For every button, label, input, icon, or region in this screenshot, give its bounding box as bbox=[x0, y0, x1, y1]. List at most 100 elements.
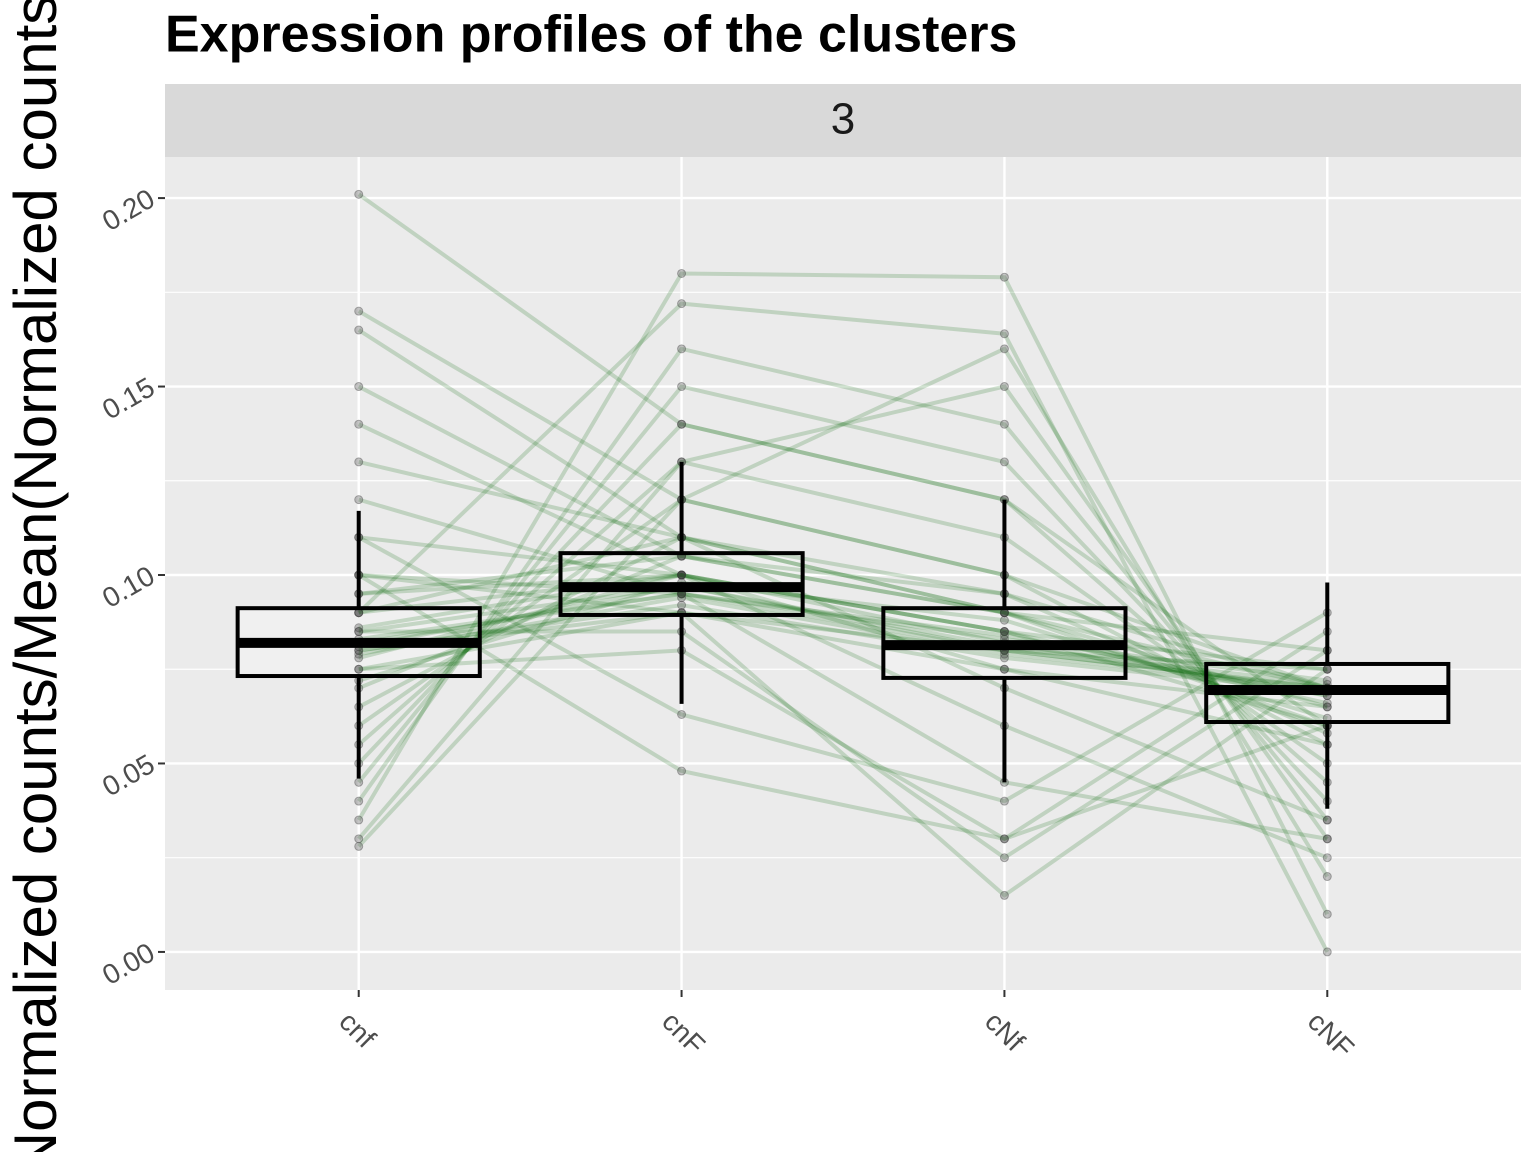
profile-point bbox=[354, 815, 364, 825]
x-tick-label: cnf bbox=[333, 1006, 381, 1054]
profile-point bbox=[999, 653, 1009, 663]
profile-line bbox=[358, 497, 1328, 691]
profile-point bbox=[999, 457, 1009, 467]
profile-line bbox=[358, 629, 1329, 861]
profile-point bbox=[677, 299, 687, 309]
profile-line bbox=[358, 459, 1328, 709]
profile-point bbox=[354, 627, 364, 637]
plot-panel bbox=[165, 157, 1521, 990]
profile-point bbox=[354, 664, 364, 674]
profile-point bbox=[354, 653, 364, 663]
profile-point bbox=[677, 766, 687, 776]
profiles bbox=[354, 189, 1332, 957]
profile-point bbox=[354, 457, 364, 467]
profile-point bbox=[999, 853, 1009, 863]
profile-point bbox=[999, 834, 1009, 844]
profile-point bbox=[999, 344, 1009, 354]
y-tick-label: 0.05 bbox=[97, 748, 160, 802]
profile-point bbox=[677, 570, 687, 580]
profile-point bbox=[1322, 909, 1332, 919]
profile-line bbox=[358, 591, 1328, 698]
profile-point bbox=[677, 570, 687, 580]
profile-point bbox=[999, 419, 1009, 429]
profile-point bbox=[354, 796, 364, 806]
profile-line bbox=[357, 328, 1328, 653]
profile-line bbox=[358, 573, 1328, 841]
profile-line bbox=[357, 384, 1329, 841]
profile-line bbox=[358, 591, 1328, 683]
y-tick-label: 0.15 bbox=[97, 371, 160, 425]
profile-line bbox=[357, 535, 1329, 736]
profile-point bbox=[354, 189, 364, 199]
profile-point bbox=[677, 570, 687, 580]
facet-label: 3 bbox=[831, 95, 855, 144]
chart-title: Expression profiles of the clusters bbox=[165, 6, 1017, 64]
profile-point bbox=[999, 615, 1009, 625]
profile-point bbox=[354, 777, 364, 787]
profile-point bbox=[1322, 815, 1332, 825]
y-tick-label: 0.00 bbox=[97, 937, 160, 991]
profile-point bbox=[1322, 853, 1332, 863]
profile-point bbox=[999, 664, 1009, 674]
profile-line bbox=[358, 554, 1328, 691]
y-tick-label: 0.20 bbox=[97, 183, 160, 237]
profile-line bbox=[357, 384, 1328, 691]
profile-point bbox=[354, 419, 364, 429]
x-tick-label: cNF bbox=[1302, 1006, 1360, 1064]
profile-line bbox=[358, 573, 1328, 672]
profile-point bbox=[1322, 702, 1332, 712]
profile-line bbox=[357, 422, 1329, 784]
profile-point bbox=[1322, 872, 1332, 882]
profile-line bbox=[358, 535, 1329, 822]
profile-point bbox=[354, 325, 364, 335]
x-tick-label: cNf bbox=[979, 1006, 1031, 1058]
facet-strip bbox=[165, 84, 1521, 157]
profile-line bbox=[357, 573, 1329, 841]
x-tick-label: cnF bbox=[656, 1006, 711, 1061]
profile-point bbox=[999, 796, 1009, 806]
profile-point bbox=[999, 627, 1009, 637]
profile-line bbox=[357, 554, 1328, 728]
profile-point bbox=[999, 627, 1009, 637]
profile-line bbox=[358, 584, 1328, 687]
profile-point bbox=[354, 306, 364, 316]
profile-line bbox=[357, 309, 1328, 690]
profile-point bbox=[999, 627, 1009, 637]
profile-point bbox=[999, 664, 1009, 674]
profile-line bbox=[357, 346, 1329, 878]
profile-point bbox=[677, 419, 687, 429]
profile-line bbox=[358, 603, 1328, 694]
profile-point bbox=[677, 419, 687, 429]
profile-point bbox=[677, 593, 687, 603]
profile-line bbox=[358, 572, 1329, 860]
profile-point bbox=[354, 649, 364, 659]
profile-point bbox=[677, 570, 687, 580]
profile-line bbox=[358, 572, 1328, 698]
profile-line bbox=[358, 572, 1328, 747]
profile-point bbox=[1322, 834, 1332, 844]
profile-point bbox=[1322, 947, 1332, 957]
profile-line bbox=[357, 497, 1329, 747]
profile-point bbox=[999, 834, 1009, 844]
profile-point bbox=[1322, 834, 1332, 844]
profile-point bbox=[354, 495, 364, 505]
profile-point bbox=[354, 627, 364, 637]
profile-line bbox=[358, 580, 1328, 721]
profile-line bbox=[357, 535, 1329, 804]
profile-line bbox=[358, 610, 1328, 709]
profile-line bbox=[358, 584, 1328, 691]
profile-line bbox=[358, 535, 1328, 728]
profile-point bbox=[1322, 698, 1332, 708]
y-tick-label: 0.10 bbox=[97, 560, 160, 614]
profile-point bbox=[354, 664, 364, 674]
profile-point bbox=[999, 649, 1009, 659]
profile-point bbox=[354, 382, 364, 392]
profile-line bbox=[358, 648, 1328, 842]
profile-line bbox=[358, 610, 1329, 898]
profile-point bbox=[677, 570, 687, 580]
profile-point bbox=[999, 329, 1009, 339]
profile-line bbox=[357, 459, 1329, 766]
profile-point bbox=[999, 890, 1009, 900]
profile-point bbox=[1322, 702, 1332, 712]
